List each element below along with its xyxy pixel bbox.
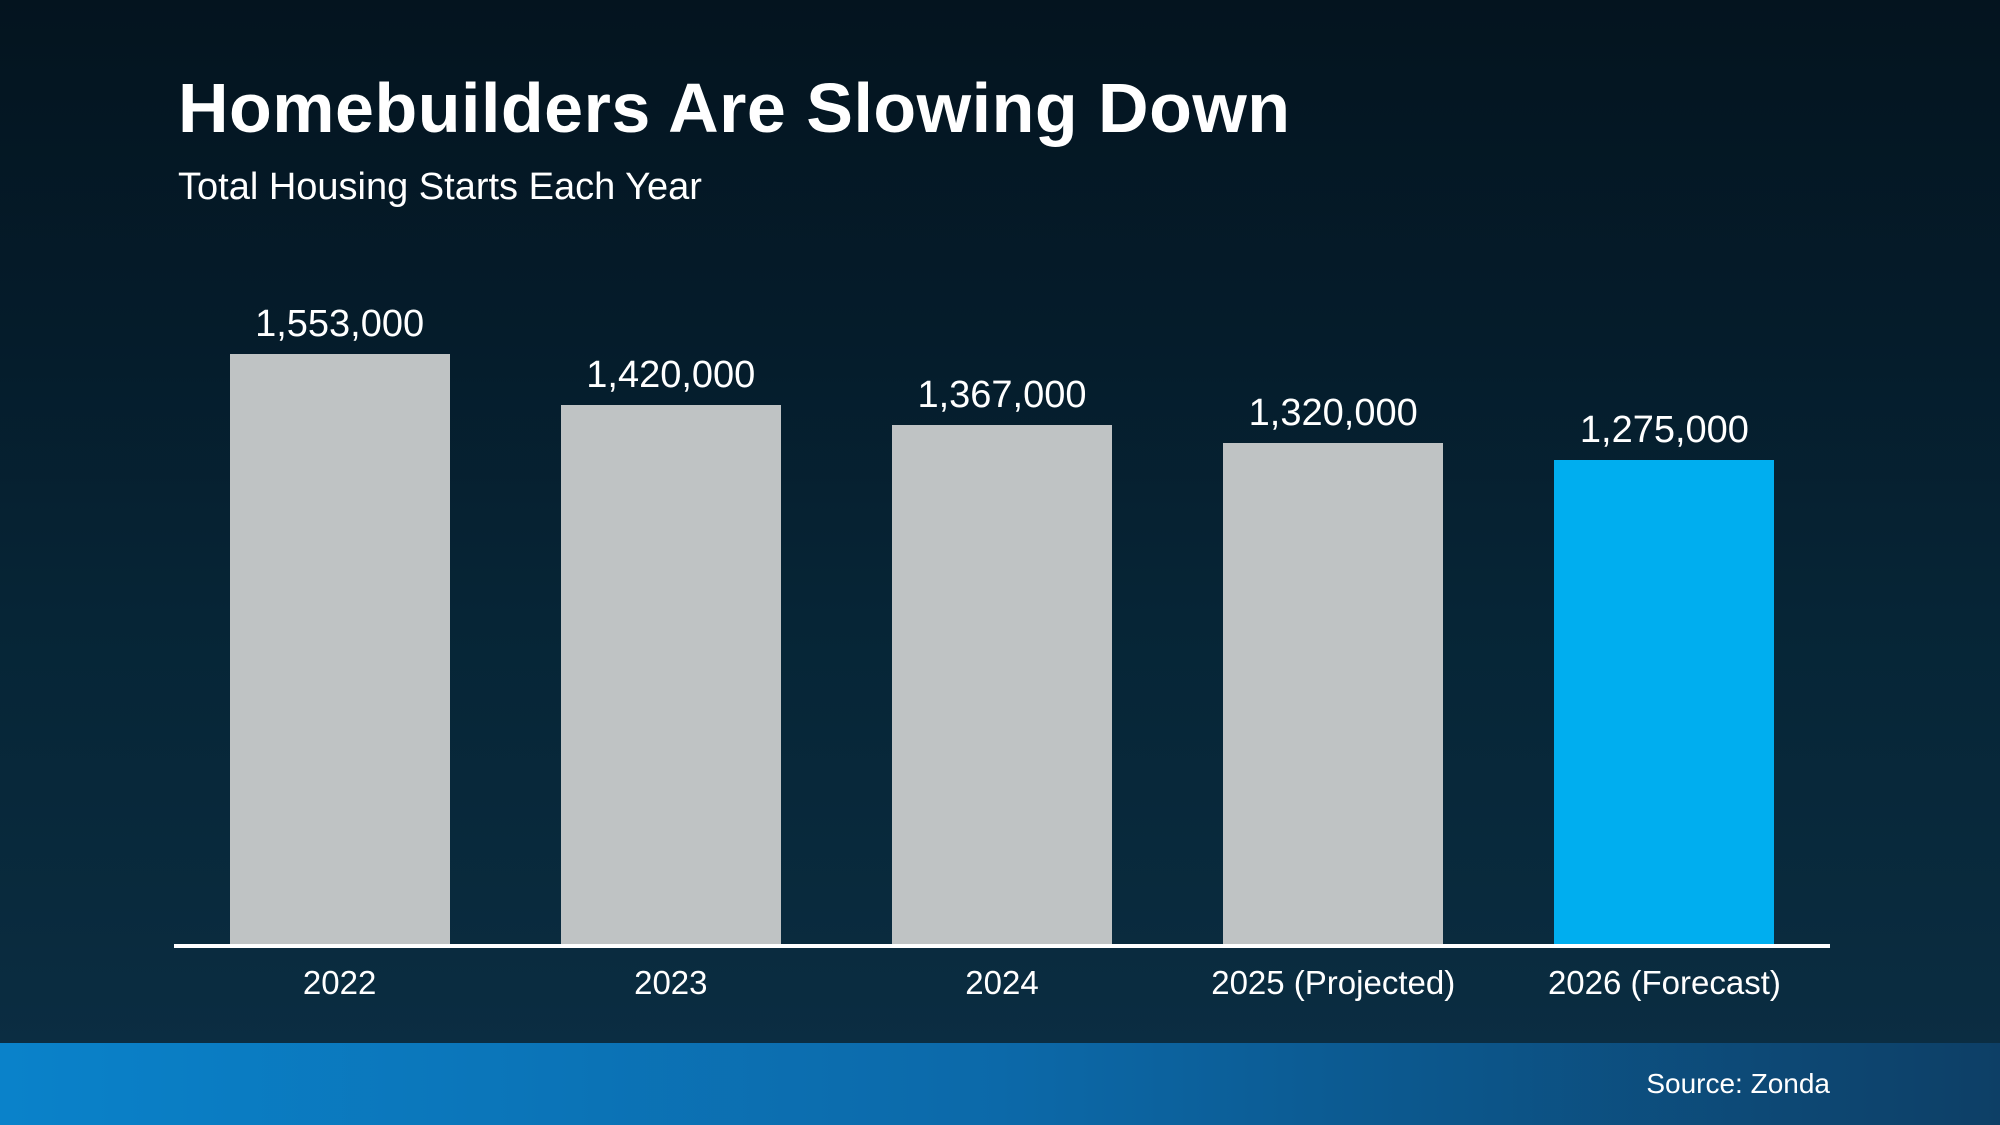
bar-2022 bbox=[229, 354, 450, 944]
category-label-2024: 2024 bbox=[965, 964, 1039, 1001]
page-title: Homebuilders Are Slowing Down bbox=[178, 69, 1291, 147]
category-label-2023: 2023 bbox=[634, 964, 708, 1001]
bar-slot-2024: 1,367,000 bbox=[836, 290, 1167, 944]
bar-slot-2022: 1,553,000 bbox=[174, 290, 505, 944]
category-label-2022: 2022 bbox=[302, 964, 377, 1001]
bar-2026 (Forecast) bbox=[1554, 460, 1775, 944]
source-attribution: Source: Zonda bbox=[1646, 1068, 1830, 1099]
bar-slot-2025 (Projected): 1,320,000 bbox=[1168, 290, 1499, 944]
bar-2025 (Projected) bbox=[1223, 443, 1444, 944]
bar-slot-2026 (Forecast): 1,275,000 bbox=[1499, 290, 1830, 944]
bar-value-label: 1,275,000 bbox=[1579, 409, 1749, 452]
footer-bar: Source: Zonda bbox=[0, 1043, 2000, 1125]
page-subtitle: Total Housing Starts Each Year bbox=[178, 166, 702, 208]
bar-slot-2023: 1,420,000 bbox=[505, 290, 836, 944]
bar-value-label: 1,420,000 bbox=[586, 354, 756, 397]
categories-row: 2022 2023 2024 2025 (Projected) 2026 (Foreca… bbox=[174, 964, 1830, 1002]
bar-2023 bbox=[560, 405, 781, 944]
bar-chart: 1,553,000 1,420,000 1,367,000 1,320,000 1,27… bbox=[174, 290, 1830, 1002]
category-label-2026 (Forecast): 2026 (Forecast) bbox=[1547, 964, 1781, 1001]
bar-2024 bbox=[892, 425, 1112, 944]
category-label-2025 (Projected): 2025 (Projected) bbox=[1211, 964, 1456, 1001]
bar-value-label: 1,367,000 bbox=[917, 374, 1087, 417]
bars-row: 1,553,000 1,420,000 1,367,000 1,320,000 1,27… bbox=[174, 290, 1830, 944]
x-axis-line bbox=[174, 944, 1830, 948]
bar-value-label: 1,553,000 bbox=[255, 303, 425, 346]
bar-value-label: 1,320,000 bbox=[1248, 392, 1418, 435]
